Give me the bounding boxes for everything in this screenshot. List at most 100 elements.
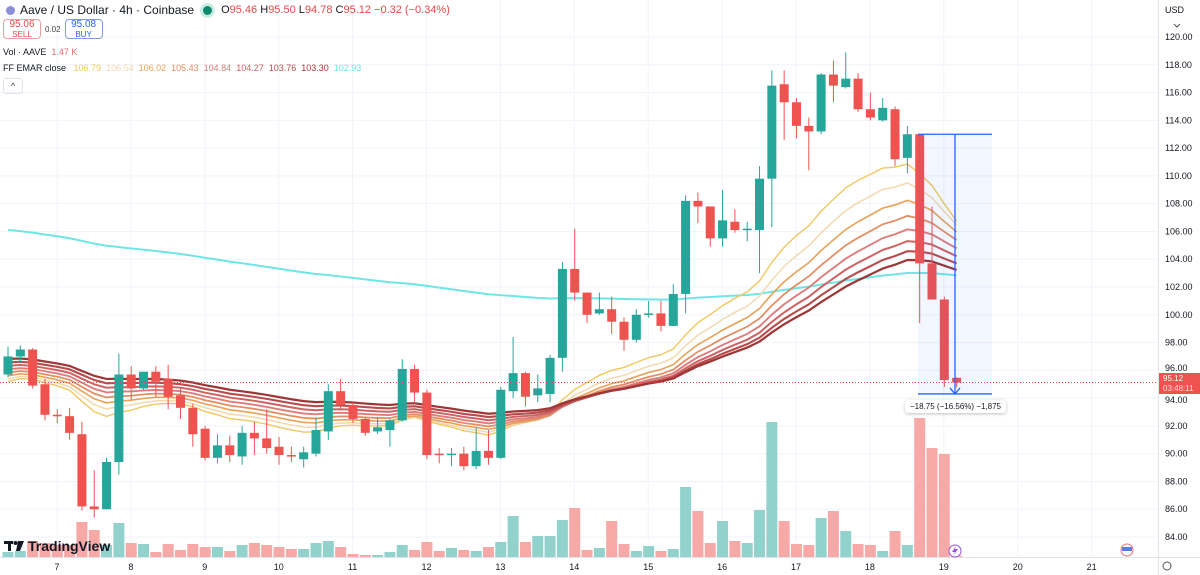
candle-body	[360, 418, 370, 433]
candle	[262, 409, 272, 454]
candle	[952, 377, 962, 388]
volume-legend[interactable]: Vol · AAVE 1.47 K	[3, 47, 82, 57]
high-label: H	[260, 4, 269, 16]
candle	[360, 417, 370, 436]
candle-body	[471, 450, 481, 467]
volume-bar	[581, 550, 593, 557]
candle	[619, 317, 629, 351]
volume-bar	[236, 545, 248, 557]
volume-bar	[667, 549, 679, 557]
volume-bar	[27, 541, 39, 557]
volume-bar	[14, 551, 26, 557]
candle-body	[890, 109, 900, 160]
candle-body	[89, 506, 99, 510]
candle-body	[533, 388, 543, 396]
ema-value: 103.76	[268, 63, 297, 73]
volume-bar	[655, 551, 667, 557]
candle-body	[755, 178, 765, 231]
volume-bar	[347, 554, 359, 557]
candle-body	[175, 395, 185, 408]
candle	[299, 446, 309, 468]
candle	[422, 389, 432, 460]
volume-bar	[852, 544, 864, 557]
candle-body	[52, 414, 62, 417]
price-tick-label: 102.00	[1165, 282, 1193, 292]
candle	[557, 262, 567, 372]
volume-value: 1.47 K	[51, 47, 78, 57]
candle-body	[348, 405, 358, 419]
buy-button[interactable]: 95.08 BUY	[64, 19, 103, 39]
time-tick-label: 17	[791, 562, 801, 572]
volume-bar	[298, 549, 310, 557]
settings-gear-icon[interactable]	[1162, 561, 1172, 571]
volume-bar	[51, 545, 63, 557]
open-value: 95.46	[229, 4, 258, 16]
price-tick-label: 84.00	[1165, 532, 1188, 542]
measure-tool[interactable]	[918, 133, 992, 395]
volume-bar	[396, 545, 408, 557]
volume-bar	[766, 422, 778, 557]
ema-legend[interactable]: FF EMAR close 106.79 106.54 106.02 105.43 10…	[3, 63, 366, 73]
candle	[804, 117, 814, 171]
collapse-legend-button[interactable]: ^	[3, 78, 23, 94]
price-tick-label: 98.00	[1165, 338, 1188, 348]
volume-bar	[729, 541, 741, 557]
candle	[878, 98, 888, 122]
candle-body	[126, 374, 136, 389]
candle-body	[212, 445, 222, 458]
candle	[730, 209, 740, 233]
candle	[570, 228, 580, 301]
candle-body	[594, 309, 604, 314]
candle	[163, 364, 173, 410]
ema-label: FF EMAR close	[3, 63, 67, 73]
volume-bar	[643, 546, 655, 557]
currency-selector[interactable]: USD	[1162, 2, 1198, 28]
volume-bar	[125, 543, 137, 557]
price-axis[interactable]: 120.00 118.00 116.00 114.00 112.00 110.00 108.…	[1165, 32, 1193, 542]
candle-body	[65, 416, 75, 433]
volume-bar	[889, 531, 901, 557]
ema-value: 104.84	[203, 63, 232, 73]
candle-body	[434, 453, 444, 456]
symbol-title[interactable]: Aave / US Dollar · 4h · Coinbase	[20, 3, 195, 17]
price-tick-label: 114.00	[1165, 115, 1192, 125]
candle	[791, 98, 801, 139]
volume-bar	[64, 545, 76, 557]
volume-bar	[544, 536, 556, 557]
candle	[434, 448, 444, 464]
price-tick-label: 88.00	[1165, 476, 1188, 486]
flag-stripe	[1122, 547, 1132, 551]
trade-panel: 95.06 SELL 0.02 95.08 BUY	[3, 19, 103, 39]
candle-body	[249, 432, 259, 439]
volume-bar	[569, 508, 581, 557]
candle-body	[582, 292, 592, 315]
candle	[668, 284, 678, 326]
volume-bar	[556, 520, 568, 557]
tradingview-logo[interactable]: TradingView	[4, 538, 110, 554]
candle	[496, 387, 506, 460]
volume-bar	[692, 511, 704, 557]
candle-body	[767, 85, 777, 179]
volume-bar	[926, 448, 938, 557]
price-tick-label: 120.00	[1165, 32, 1193, 42]
volume-bars	[2, 418, 963, 557]
low-value: 94.78	[304, 4, 333, 16]
time-axis[interactable]: 7 8 9 10 11 12 13 14 15 16 17 18 19 20 21	[54, 562, 1096, 572]
candle	[841, 52, 851, 89]
price-tick-label: 116.00	[1165, 88, 1192, 98]
sell-button[interactable]: 95.06 SELL	[3, 19, 41, 39]
candle	[373, 417, 383, 435]
candle	[520, 371, 530, 407]
time-tick-label: 12	[421, 562, 431, 572]
candle	[311, 417, 321, 457]
time-tick-label: 11	[348, 562, 357, 572]
candle	[742, 221, 752, 242]
candle-body	[718, 220, 728, 239]
price-tick-label: 118.00	[1165, 60, 1192, 70]
lightning-glyph-icon	[952, 546, 958, 556]
volume-bar	[495, 542, 507, 557]
candle	[483, 430, 493, 465]
candle-body	[15, 349, 25, 357]
volume-bar	[790, 544, 802, 557]
